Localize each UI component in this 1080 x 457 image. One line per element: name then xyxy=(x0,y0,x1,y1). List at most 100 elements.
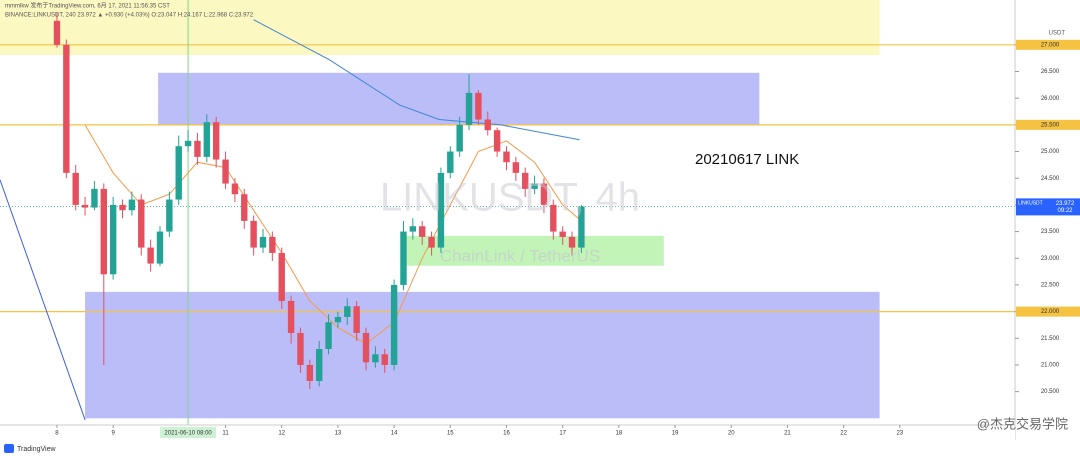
y-tick-label: 24.500 xyxy=(1041,176,1060,182)
candle-body xyxy=(578,206,585,248)
candle-body xyxy=(184,140,192,147)
candle-body xyxy=(269,236,276,253)
candle-body xyxy=(484,119,491,131)
current-price-box xyxy=(1016,198,1080,216)
candle-body xyxy=(91,188,98,208)
candle-body xyxy=(166,199,173,232)
candle-body xyxy=(334,316,342,323)
y-tick-label: 21.500 xyxy=(1041,336,1060,342)
y-tick-label: 21.000 xyxy=(1041,363,1060,369)
candle-body xyxy=(465,92,473,125)
credit: @杰克交易学院 xyxy=(977,416,1068,431)
zone xyxy=(85,291,880,419)
x-tick-label: 15 xyxy=(447,431,454,437)
candle-body xyxy=(315,348,323,381)
indicator-line xyxy=(0,179,86,421)
x-tick-label: 14 xyxy=(391,431,398,437)
candle-body xyxy=(475,92,482,120)
candle-body xyxy=(287,300,295,333)
current-price-name: LINKUSDT xyxy=(1018,201,1043,207)
candle-body xyxy=(128,199,136,211)
y-tick-label: 22.500 xyxy=(1041,283,1060,289)
y-tick-highlight xyxy=(1016,39,1080,50)
crosshair-label-box xyxy=(160,427,217,438)
candle-body xyxy=(503,151,510,163)
candle-body xyxy=(259,236,267,248)
candle-body xyxy=(325,322,332,349)
currency-label: USDT xyxy=(1049,31,1066,37)
y-tick-highlight xyxy=(1016,306,1080,317)
zone xyxy=(158,72,760,125)
y-tick-label: 23.000 xyxy=(1041,256,1060,262)
annotation: 20210617 LINK xyxy=(695,151,799,168)
candle-body xyxy=(231,183,239,195)
y-tick-label: 22.000 xyxy=(1041,309,1060,315)
candle-body xyxy=(278,252,285,301)
candle-body xyxy=(222,159,229,184)
candle-body xyxy=(522,172,529,189)
candle-body xyxy=(119,204,126,211)
header-subtitle: BINANCE:LINKUSDT, 240 23.972 ▲ +0.930 (+… xyxy=(5,13,254,19)
candle-body xyxy=(568,236,576,248)
candle-body xyxy=(194,140,201,157)
candle-body xyxy=(81,204,89,208)
candle-body xyxy=(353,306,360,333)
candle-body xyxy=(297,332,304,365)
zone xyxy=(0,0,880,55)
y-tick-label: 26.500 xyxy=(1041,69,1060,75)
candle-body xyxy=(109,204,117,275)
countdown: 09:22 xyxy=(1057,208,1073,214)
x-tick-label: 16 xyxy=(503,431,510,437)
candle-body xyxy=(400,231,407,285)
candle-body xyxy=(531,183,538,189)
candle-body xyxy=(250,220,257,248)
y-tick-label: 25.500 xyxy=(1041,122,1060,128)
candle-body xyxy=(203,122,211,157)
y-tick-label: 23.500 xyxy=(1041,229,1060,235)
watermark: LINKUSDT, 4h xyxy=(380,176,640,220)
x-tick-label: 23 xyxy=(896,431,903,437)
candle-body xyxy=(156,231,164,264)
candle-body xyxy=(512,162,520,173)
candle-body xyxy=(550,204,557,232)
candle-body xyxy=(175,146,182,200)
candle-body xyxy=(456,124,463,152)
y-tick-label: 27.000 xyxy=(1041,42,1060,48)
zone xyxy=(405,235,664,266)
brand: TradingView xyxy=(17,446,56,453)
x-tick-label: 13 xyxy=(335,431,342,437)
candle-body xyxy=(372,354,379,363)
x-tick-label: 8 xyxy=(55,431,59,437)
y-tick-label: 20.500 xyxy=(1041,389,1060,395)
crosshair-label: 2021-06-10 08:00 xyxy=(164,431,212,437)
candle-body xyxy=(147,247,154,264)
x-tick-label: 21 xyxy=(784,431,791,437)
candle-body xyxy=(362,332,370,363)
y-tick-highlight xyxy=(1016,119,1080,130)
candle-body xyxy=(540,183,548,205)
current-price-label: 23.972 xyxy=(1056,201,1075,207)
time-axis xyxy=(0,425,1015,440)
candle-body xyxy=(72,172,79,205)
header-title: mmmlkw 发布于TradingView.com, 6月 17, 2021 1… xyxy=(5,2,170,10)
candle-body xyxy=(138,199,145,248)
x-tick-label: 11 xyxy=(222,431,229,437)
candle-body xyxy=(100,188,107,275)
x-tick-label: 9 xyxy=(111,431,115,437)
x-tick-label: 20 xyxy=(728,431,735,437)
brand-logo xyxy=(4,444,14,453)
candle-body xyxy=(381,354,388,365)
candle-body xyxy=(447,151,454,173)
candle-body xyxy=(344,306,351,317)
candle-body xyxy=(53,20,61,45)
y-tick-label: 25.000 xyxy=(1041,149,1060,155)
candle-body xyxy=(212,122,220,160)
candle-body xyxy=(559,231,566,237)
candle-body xyxy=(493,130,501,152)
watermark-sub: ChainLink / TetherUS xyxy=(440,246,600,265)
x-tick-label: 18 xyxy=(616,431,623,437)
indicator-line xyxy=(253,19,580,141)
x-tick-label: 19 xyxy=(672,431,679,437)
y-tick-label: 26.000 xyxy=(1041,96,1060,102)
candle-body xyxy=(63,44,70,173)
